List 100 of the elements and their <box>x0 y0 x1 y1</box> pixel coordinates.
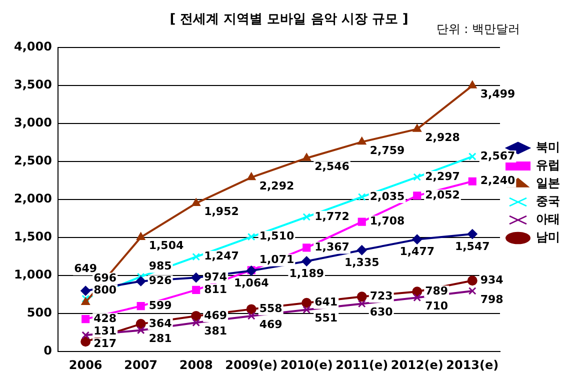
point <box>468 287 476 295</box>
data-label: 558 <box>259 302 282 316</box>
data-label: 1,367 <box>314 240 350 254</box>
point <box>192 286 200 294</box>
legend-label: 북미 <box>536 140 560 154</box>
x-tick-label: 2010(e) <box>280 358 333 372</box>
point <box>136 272 145 281</box>
y-tick-label: 3,500 <box>14 78 52 92</box>
data-label: 1,071 <box>259 253 294 266</box>
point <box>192 318 200 327</box>
point <box>80 336 91 347</box>
data-label: 800 <box>94 284 117 297</box>
data-label: 2,928 <box>425 130 460 144</box>
data-label: 811 <box>204 282 228 296</box>
point <box>302 212 311 221</box>
data-label: 1,064 <box>234 276 270 290</box>
point <box>467 229 478 240</box>
data-label: 1,708 <box>370 214 405 228</box>
point <box>413 192 422 200</box>
point <box>136 276 146 286</box>
point <box>468 152 476 160</box>
x-tick-label: 2012(e) <box>390 358 444 372</box>
data-label: 696 <box>94 272 117 285</box>
point <box>302 298 312 308</box>
y-tick-label: 1,000 <box>14 268 52 282</box>
point <box>247 232 256 241</box>
text: 단위 : 백만달러 <box>436 22 520 36</box>
data-label: 2,035 <box>370 190 405 203</box>
data-label: 1,477 <box>400 245 435 258</box>
point <box>302 153 312 161</box>
point <box>136 326 145 334</box>
point <box>302 306 311 314</box>
data-label: 1,189 <box>289 267 324 280</box>
data-label: 974 <box>204 270 228 284</box>
point <box>192 198 200 206</box>
y-tick-label: 2,000 <box>14 192 52 206</box>
point <box>81 297 90 306</box>
point <box>192 252 200 261</box>
point <box>82 331 90 340</box>
chart-title: [ 전세계 지역별 모바일 음악 시장 규모 ] <box>170 12 408 28</box>
data-label: 131 <box>94 324 117 338</box>
point <box>246 304 256 314</box>
point <box>356 245 367 256</box>
point <box>191 310 202 321</box>
data-label: 934 <box>480 273 504 286</box>
y-tick-label: 3,000 <box>14 116 52 130</box>
point <box>358 300 366 308</box>
data-label: 1,504 <box>148 239 184 252</box>
data-label: 2,292 <box>259 179 294 192</box>
point <box>247 312 256 320</box>
data-label: 641 <box>314 296 338 309</box>
data-label: 2,567 <box>480 149 516 162</box>
point <box>412 124 422 132</box>
y-tick-label: 1,500 <box>14 230 52 244</box>
data-label: 469 <box>204 308 228 322</box>
data-label: 1,547 <box>454 240 490 253</box>
x-tick-label: 2013(e) <box>446 358 499 372</box>
point <box>358 218 366 226</box>
data-label: 2,052 <box>425 188 460 202</box>
data-label: 2,297 <box>425 170 460 183</box>
data-label: 710 <box>425 300 448 312</box>
data-label: 551 <box>314 312 338 325</box>
legend-label: 남미 <box>536 230 560 244</box>
data-label: 1,510 <box>259 230 294 243</box>
legend-label: 중국 <box>536 194 560 208</box>
data-label: 2,759 <box>370 144 405 157</box>
data-label: 2,240 <box>480 174 516 188</box>
point <box>413 294 422 302</box>
point <box>413 173 422 181</box>
data-label: 599 <box>148 298 172 312</box>
y-tick-label: 0 <box>44 344 52 358</box>
data-label: 1,247 <box>204 250 239 263</box>
point <box>246 172 256 180</box>
point <box>468 80 477 88</box>
data-label: 364 <box>148 316 172 330</box>
point <box>302 244 311 252</box>
data-label: 723 <box>370 290 393 303</box>
data-label: 1,772 <box>314 210 350 223</box>
x-tick-label: 2009(e) <box>225 358 278 372</box>
data-label: 428 <box>94 312 117 325</box>
point <box>356 292 367 302</box>
point <box>412 234 422 244</box>
point <box>82 315 90 324</box>
legend-label: 아태 <box>536 212 560 226</box>
point <box>80 286 91 296</box>
data-label: 630 <box>370 306 394 319</box>
legend-label: 유럽 <box>536 158 560 172</box>
data-label: 281 <box>148 332 172 346</box>
data-label: 217 <box>94 336 117 350</box>
data-label: 985 <box>148 260 172 273</box>
x-tick-label: 2006 <box>68 358 102 372</box>
x-tick-label: 2011(e) <box>336 358 388 372</box>
legend-label: 일본 <box>536 176 560 190</box>
point <box>191 272 202 283</box>
x-tick-label: 2007 <box>124 358 158 372</box>
data-label: 1,335 <box>344 256 380 269</box>
x-tick-label: 2008 <box>179 358 213 372</box>
y-tick-label: 500 <box>26 306 52 320</box>
y-tick-label: 4,000 <box>14 40 52 54</box>
data-label: 2,546 <box>314 160 350 173</box>
